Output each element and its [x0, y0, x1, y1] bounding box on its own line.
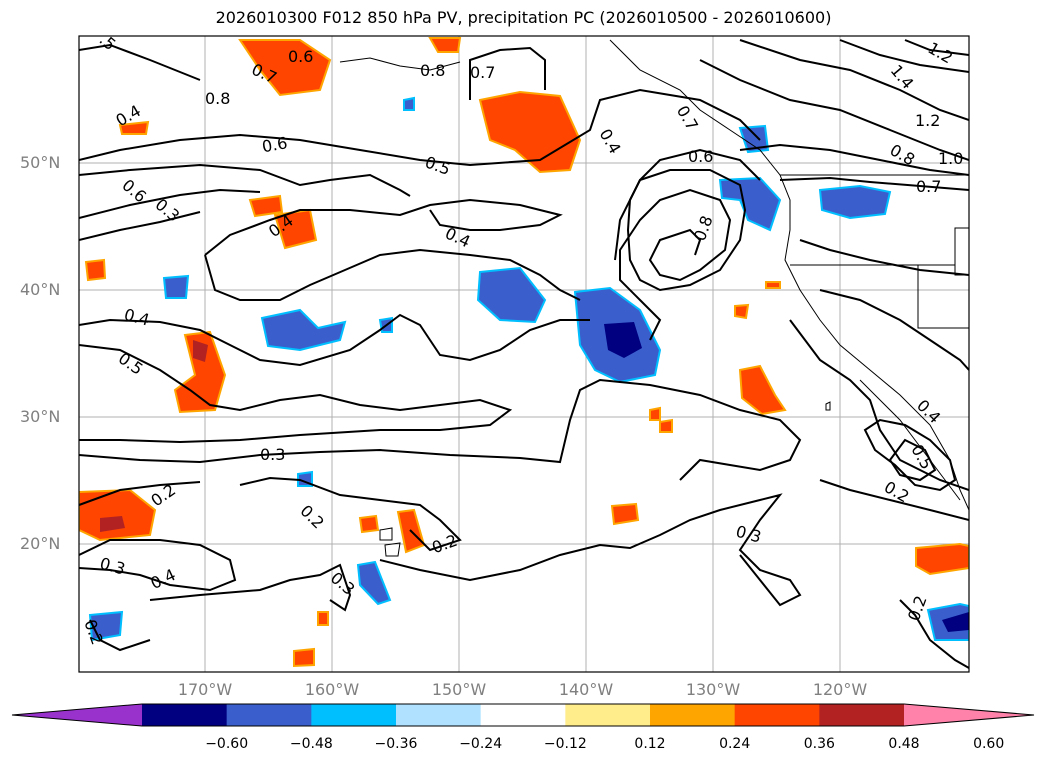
colorbar-tick-label: −0.60 — [205, 736, 249, 752]
colorbar-tick-label: 0.48 — [888, 736, 920, 752]
colorbar-swatch — [142, 704, 228, 726]
contour-label: 0.7 — [916, 177, 941, 196]
contour-label: 1.0 — [938, 149, 963, 168]
colorbar-swatch — [565, 704, 651, 726]
colorbar-extend-max — [904, 704, 1034, 726]
lon-label-160w: 160°W — [304, 680, 360, 699]
contour-label: 0.3 — [260, 445, 285, 464]
contour-label: 0.8 — [205, 89, 230, 108]
colorbar-swatch — [819, 704, 905, 726]
contour-label: 0.6 — [688, 147, 713, 166]
colorbar-tick-label: −0.24 — [459, 736, 503, 752]
colorbar-swatch — [480, 704, 566, 726]
gridlines — [79, 36, 969, 672]
contour-label: 0.6 — [288, 47, 313, 66]
colorbar-swatch — [396, 704, 482, 726]
colorbar-swatch — [734, 704, 820, 726]
colorbar-tick-label: 0.12 — [634, 736, 666, 752]
lon-label-120w: 120°W — [812, 680, 868, 699]
colorbar — [11, 703, 1035, 727]
lat-label-30n: 30°N — [20, 407, 61, 426]
precip-positive-areas — [79, 37, 969, 668]
pv-contours — [79, 39, 969, 669]
colorbar-tick-label: 0.36 — [803, 736, 835, 752]
coastline — [339, 39, 969, 557]
lat-label-40n: 40°N — [20, 280, 61, 299]
lon-label-140w: 140°W — [558, 680, 614, 699]
lat-label-20n: 20°N — [20, 534, 61, 553]
colorbar-swatch — [650, 704, 736, 726]
lat-label-50n: 50°N — [20, 153, 61, 172]
colorbar-tick-label: 0.24 — [719, 736, 751, 752]
map-title: 2026010300 F012 850 hPa PV, precipitatio… — [215, 8, 832, 27]
contour-label: 0.8 — [420, 61, 445, 80]
colorbar-tick-label: −0.36 — [374, 736, 418, 752]
precip-negative-areas — [88, 96, 969, 642]
colorbar-swatch — [311, 704, 397, 726]
lon-label-130w: 130°W — [685, 680, 741, 699]
contour-label: 0.6 — [260, 133, 288, 156]
colorbar-extend-min — [12, 704, 142, 726]
colorbar-tick-label: −0.12 — [543, 736, 587, 752]
contour-label: 1.2 — [915, 111, 940, 130]
lon-label-170w: 170°W — [177, 680, 233, 699]
contour-label: 0.7 — [470, 63, 495, 82]
colorbar-tick-label: −0.48 — [289, 736, 333, 752]
colorbar-tick-label: 0.60 — [973, 736, 1005, 752]
plot-frame — [78, 35, 970, 673]
colorbar-swatch — [226, 704, 312, 726]
colorbar-outline — [11, 703, 1035, 727]
lon-label-150w: 150°W — [431, 680, 487, 699]
